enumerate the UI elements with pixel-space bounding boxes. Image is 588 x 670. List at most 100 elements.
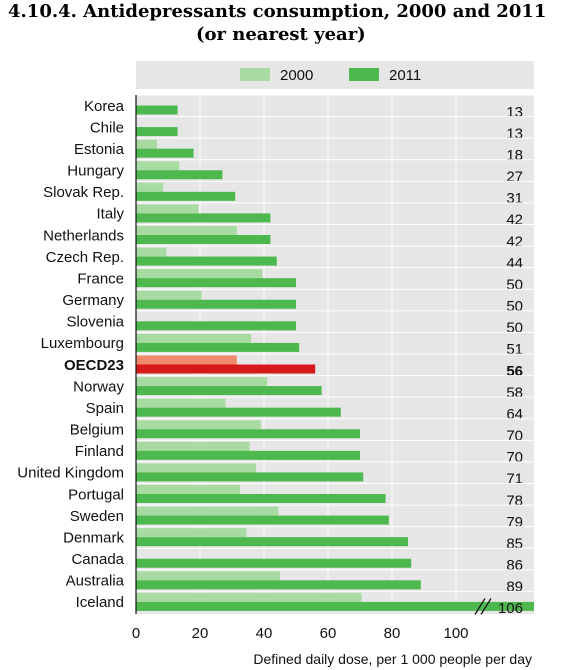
bar-2000 xyxy=(136,398,226,408)
bar-2011 xyxy=(136,256,277,266)
bar-2000 xyxy=(136,269,263,279)
category-label: Belgium xyxy=(70,422,124,439)
x-tick-label: 40 xyxy=(256,625,273,642)
category-label: Germany xyxy=(62,292,124,309)
category-label: Korea xyxy=(84,98,125,115)
axis-break-mark xyxy=(480,598,492,615)
bar-2011 xyxy=(136,299,296,309)
category-label: Iceland xyxy=(76,594,124,611)
bar-2000 xyxy=(136,571,280,581)
value-label: 70 xyxy=(506,428,523,445)
chart-title-line1: 4.10.4. Antidepressants consumption, 200… xyxy=(8,1,547,22)
category-label: Italy xyxy=(96,206,124,223)
value-label: 78 xyxy=(506,492,523,509)
bar-2000 xyxy=(136,592,362,602)
bar-2011 xyxy=(136,213,271,223)
bar-2000 xyxy=(136,182,164,192)
category-label: Canada xyxy=(71,551,124,568)
value-label: 42 xyxy=(506,233,523,250)
x-tick-label: 100 xyxy=(443,625,468,642)
x-axis-title: Defined daily dose, per 1 000 people per… xyxy=(253,651,532,667)
category-label: United Kingdom xyxy=(17,465,124,482)
category-label: Estonia xyxy=(74,141,125,158)
chart-title-line2: (or nearest year) xyxy=(196,24,366,45)
bar-2000 xyxy=(136,485,240,494)
bar-2011 xyxy=(136,278,296,288)
value-label: 50 xyxy=(506,298,523,315)
value-label: 42 xyxy=(506,212,523,229)
bar-2000 xyxy=(136,355,237,365)
bar-2011 xyxy=(136,407,341,417)
bar-2011 xyxy=(136,515,389,525)
value-label: 86 xyxy=(506,557,523,574)
category-label: Portugal xyxy=(68,486,124,503)
legend-label-2011: 2011 xyxy=(389,67,421,84)
value-label: 64 xyxy=(506,406,523,423)
value-label: 18 xyxy=(506,147,523,164)
value-label: 27 xyxy=(506,169,523,186)
category-label: Luxembourg xyxy=(41,335,124,352)
category-label: Sweden xyxy=(70,508,124,525)
bar-2000 xyxy=(136,528,247,538)
x-tick-label: 60 xyxy=(320,625,337,642)
category-label: France xyxy=(77,270,124,287)
value-label: 58 xyxy=(506,384,523,401)
value-label: 56 xyxy=(506,363,523,380)
value-label: 13 xyxy=(506,125,523,142)
category-label: Chile xyxy=(90,119,124,136)
bar-2000 xyxy=(136,226,237,235)
bar-2000 xyxy=(136,247,167,257)
bar-2000 xyxy=(136,441,250,451)
category-label: Finland xyxy=(75,443,124,460)
value-label: 50 xyxy=(506,276,523,293)
category-label: OECD23 xyxy=(64,357,124,374)
bar-2011 xyxy=(136,386,322,396)
bar-2011 xyxy=(136,537,408,547)
value-label: 31 xyxy=(506,190,523,207)
x-tick-label: 80 xyxy=(384,625,401,642)
bar-2011 xyxy=(136,105,178,115)
value-label: 44 xyxy=(506,255,523,272)
value-label: 79 xyxy=(506,514,523,531)
bar-2011 xyxy=(136,601,534,611)
category-label: Spain xyxy=(86,400,124,417)
bar-2000 xyxy=(136,506,279,516)
category-label: Norway xyxy=(73,378,124,395)
value-label: 89 xyxy=(506,579,523,596)
bar-2000 xyxy=(136,377,268,387)
bar-2011 xyxy=(136,170,223,180)
category-label: Slovenia xyxy=(66,314,124,331)
bar-2000 xyxy=(136,333,252,343)
value-label: 71 xyxy=(506,471,523,488)
legend-label-2000: 2000 xyxy=(280,67,313,84)
bar-2000 xyxy=(136,420,261,430)
bar-2011 xyxy=(136,235,271,244)
axis-break-mark xyxy=(474,598,486,615)
value-label: 85 xyxy=(506,535,523,552)
value-label: 50 xyxy=(506,320,523,337)
x-tick-label: 20 xyxy=(192,625,209,642)
category-label: Denmark xyxy=(63,529,124,546)
bar-2011 xyxy=(136,364,316,374)
bar-2011 xyxy=(136,450,360,460)
bar-2000 xyxy=(136,463,256,473)
bar-2011 xyxy=(136,472,364,482)
bar-2011 xyxy=(136,191,236,201)
bar-2000 xyxy=(136,204,199,214)
category-label: Australia xyxy=(66,573,125,590)
value-label: 106 xyxy=(498,600,523,617)
legend-swatch-2011 xyxy=(349,68,379,81)
bar-2000 xyxy=(136,161,180,171)
bar-2000 xyxy=(136,139,157,149)
x-tick-label: 0 xyxy=(132,625,140,642)
category-label: Netherlands xyxy=(43,227,124,244)
category-label: Slovak Rep. xyxy=(43,184,124,201)
bar-2011 xyxy=(136,148,194,158)
bar-2011 xyxy=(136,429,360,439)
value-label: 51 xyxy=(506,341,523,358)
category-label: Czech Rep. xyxy=(46,249,124,266)
bar-2011 xyxy=(136,127,178,137)
legend-background xyxy=(136,61,534,89)
value-label: 13 xyxy=(506,104,523,121)
